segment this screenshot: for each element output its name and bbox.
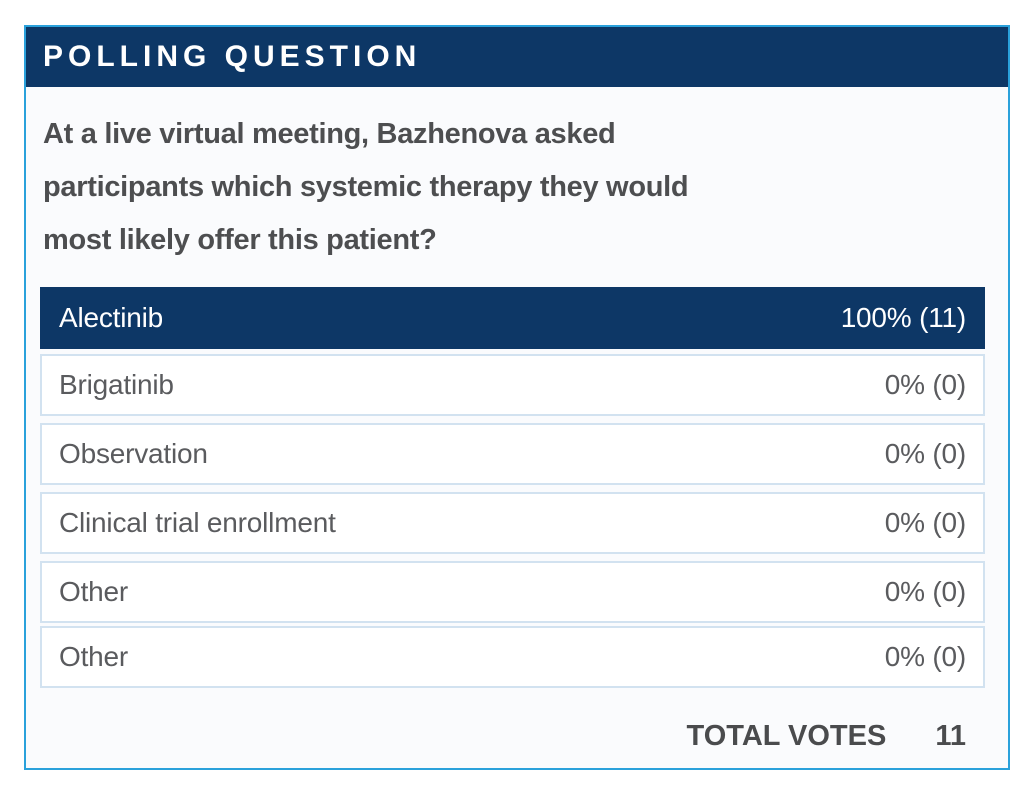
total-votes-label: TOTAL VOTES (686, 720, 887, 752)
poll-option-row-alectinib[interactable]: Alectinib 100% (11) (40, 287, 985, 349)
poll-question-line: participants which systemic therapy they… (43, 171, 689, 203)
poll-option-result: 100% (11) (840, 302, 967, 333)
poll-option-result: 0% (0) (884, 369, 966, 400)
total-votes-value: 11 (935, 720, 966, 752)
poll-option-row-other-2[interactable]: Other 0% (0) (40, 626, 985, 688)
polling-question-card: POLLING QUESTION At a live virtual meeti… (24, 25, 1010, 770)
poll-options-list: Alectinib 100% (11) Brigatinib 0% (0) Ob… (26, 287, 1008, 688)
poll-option-row-clinical-trial[interactable]: Clinical trial enrollment 0% (0) (40, 492, 985, 554)
poll-option-result: 0% (0) (884, 641, 966, 672)
poll-option-label: Clinical trial enrollment (59, 507, 336, 538)
poll-question-line: At a live virtual meeting, Bazhenova ask… (43, 118, 616, 150)
poll-option-label: Alectinib (59, 302, 164, 333)
poll-header: POLLING QUESTION (26, 27, 1008, 87)
poll-question-line: most likely offer this patient? (43, 224, 437, 256)
poll-question-text: At a live virtual meeting, Bazhenova ask… (43, 108, 988, 267)
poll-option-label: Brigatinib (59, 369, 174, 400)
poll-option-label: Observation (59, 438, 208, 469)
poll-option-row-brigatinib[interactable]: Brigatinib 0% (0) (40, 354, 985, 416)
poll-option-row-observation[interactable]: Observation 0% (0) (40, 423, 985, 485)
poll-option-result: 0% (0) (884, 438, 966, 469)
poll-option-result: 0% (0) (884, 576, 966, 607)
poll-option-result: 0% (0) (884, 507, 966, 538)
poll-option-label: Other (59, 641, 129, 672)
total-votes-row: TOTAL VOTES 11 (26, 720, 1008, 753)
poll-header-title: POLLING QUESTION (43, 40, 422, 73)
poll-option-row-other-1[interactable]: Other 0% (0) (40, 561, 985, 623)
poll-option-label: Other (59, 576, 129, 607)
